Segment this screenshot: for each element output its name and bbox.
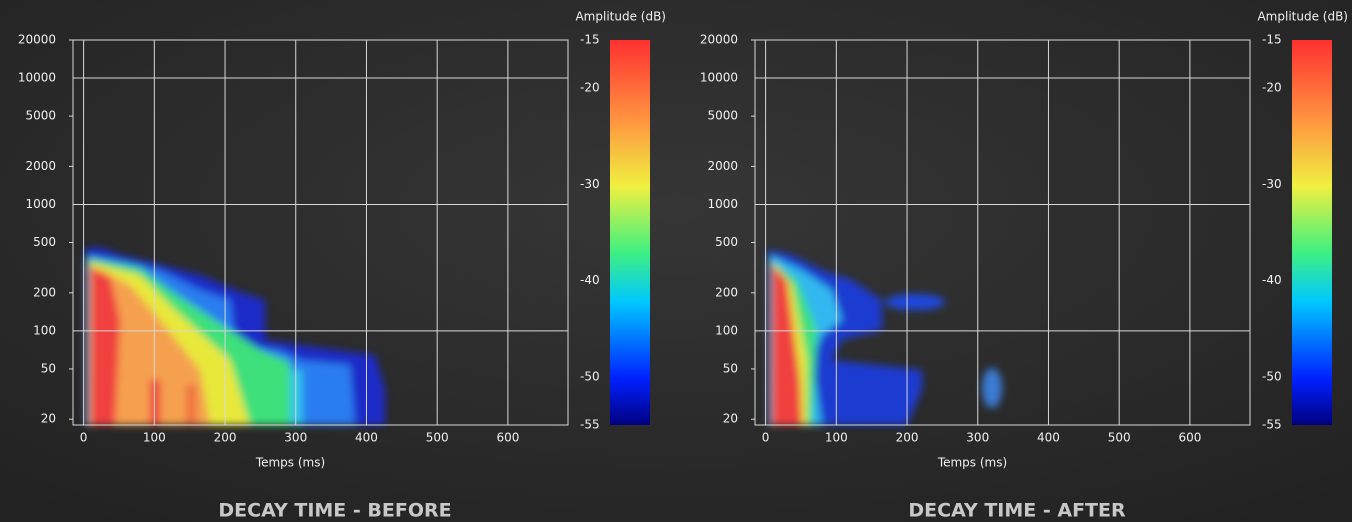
colorbar <box>610 40 650 425</box>
y-tick-label: 50 <box>41 361 56 375</box>
y-tick-label: 100 <box>33 323 56 337</box>
x-tick-label: 500 <box>1108 431 1131 445</box>
y-tick-label: 10000 <box>700 71 738 85</box>
y-tick-label: 200 <box>33 285 56 299</box>
x-tick-label: 400 <box>355 431 378 445</box>
x-tick-label: 200 <box>896 431 919 445</box>
colorbar <box>1292 40 1332 425</box>
y-tick-label: 500 <box>715 235 738 249</box>
x-tick-label: 0 <box>80 431 88 445</box>
x-axis-label: Temps (ms) <box>937 456 1007 470</box>
chart-title: DECAY TIME - AFTER <box>908 500 1126 522</box>
colorbar-tick-label: -20 <box>1262 81 1282 95</box>
y-tick-label: 50 <box>723 361 738 375</box>
y-tick-label: 20 <box>723 412 738 426</box>
y-tick-label: 2000 <box>707 159 738 173</box>
colorbar-tick-label: -30 <box>1262 177 1282 191</box>
colorbar-tick-label: -15 <box>580 33 600 47</box>
x-tick-label: 300 <box>966 431 989 445</box>
y-tick-label: 20000 <box>18 33 56 47</box>
x-tick-label: 100 <box>825 431 848 445</box>
y-tick-label: 200 <box>715 285 738 299</box>
colorbar-tick-label: -55 <box>580 418 600 432</box>
y-tick-label: 10000 <box>18 71 56 85</box>
colorbar-tick-label: -50 <box>580 369 600 383</box>
y-tick-label: 500 <box>33 235 56 249</box>
x-tick-label: 600 <box>1178 431 1201 445</box>
x-tick-label: 0 <box>762 431 770 445</box>
x-axis-label: Temps (ms) <box>255 456 325 470</box>
colorbar-tick-label: -20 <box>580 81 600 95</box>
colorbar-label: Amplitude (dB) <box>1257 10 1348 24</box>
y-tick-label: 5000 <box>25 109 56 123</box>
colorbar-label: Amplitude (dB) <box>575 10 666 24</box>
x-tick-label: 400 <box>1037 431 1060 445</box>
colorbar-tick-label: -30 <box>580 177 600 191</box>
y-tick-label: 20 <box>41 412 56 426</box>
x-tick-label: 100 <box>143 431 166 445</box>
y-tick-label: 20000 <box>700 33 738 47</box>
y-tick-label: 100 <box>715 323 738 337</box>
y-tick-label: 5000 <box>707 109 738 123</box>
colorbar-tick-label: -15 <box>1262 33 1282 47</box>
y-tick-label: 1000 <box>707 197 738 211</box>
x-tick-label: 300 <box>284 431 307 445</box>
dashboard: 0100200300400500600205010020050010002000… <box>0 0 1352 522</box>
colorbar-tick-label: -40 <box>580 273 600 287</box>
y-tick-label: 2000 <box>25 159 56 173</box>
colorbar-tick-label: -40 <box>1262 273 1282 287</box>
y-tick-label: 1000 <box>25 197 56 211</box>
colorbar-tick-label: -50 <box>1262 369 1282 383</box>
x-tick-label: 200 <box>214 431 237 445</box>
x-tick-label: 600 <box>496 431 519 445</box>
colorbar-tick-label: -55 <box>1262 418 1282 432</box>
chart-title: DECAY TIME - BEFORE <box>218 500 451 522</box>
page: 0100200300400500600205010020050010002000… <box>0 0 1352 522</box>
x-tick-label: 500 <box>426 431 449 445</box>
